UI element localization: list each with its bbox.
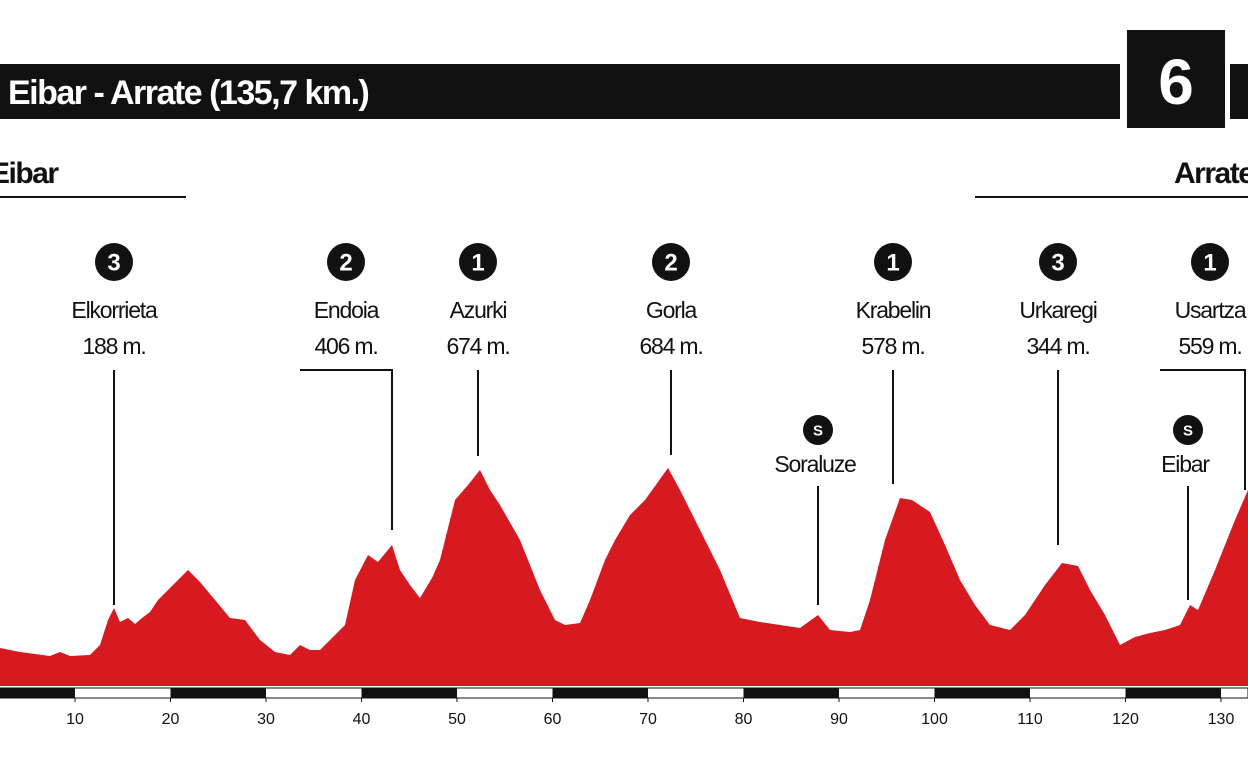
distance-segment xyxy=(934,688,1030,698)
category-badge xyxy=(459,243,497,281)
start-town: Eibar xyxy=(0,157,59,190)
tick-label: 70 xyxy=(639,711,657,728)
climb-altitude: 344 m. xyxy=(1026,333,1089,359)
tick-label: 50 xyxy=(448,711,466,728)
climb-altitude: 684 m. xyxy=(639,333,702,359)
tick-label: 90 xyxy=(830,711,848,728)
tick-label: 80 xyxy=(735,711,753,728)
distance-segment xyxy=(743,688,839,698)
tick-label: 30 xyxy=(257,711,275,728)
sprint-badge xyxy=(803,415,833,445)
climb-altitude: 406 m. xyxy=(314,333,377,359)
category-badge xyxy=(652,243,690,281)
category-number: 1 xyxy=(1203,250,1216,277)
tick-label: 10 xyxy=(66,711,84,728)
elevation-profile xyxy=(0,468,1248,686)
category-badge xyxy=(1039,243,1077,281)
climb-altitude: 578 m. xyxy=(861,333,924,359)
finish-town: Arrate xyxy=(1174,157,1248,190)
category-badge xyxy=(327,243,365,281)
category-badge xyxy=(874,243,912,281)
category-number: 3 xyxy=(1051,250,1064,277)
category-number: 2 xyxy=(664,250,677,277)
distance-segment xyxy=(1125,688,1221,698)
tick-label: 110 xyxy=(1017,711,1043,728)
climb-name: Endoia xyxy=(314,297,380,323)
distance-segment xyxy=(170,688,266,698)
sprint-badge xyxy=(1173,415,1203,445)
sprint-name: Soraluze xyxy=(774,451,856,477)
sprint-symbol: S xyxy=(1183,423,1193,440)
leader-line xyxy=(300,369,393,530)
sprint-symbol: S xyxy=(813,423,823,440)
tick-label: 130 xyxy=(1208,711,1235,728)
sprint-name: Eibar xyxy=(1161,451,1210,477)
stage-title: Eibar - Arrate (135,7 km.) xyxy=(8,74,369,112)
climb-name: Krabelin xyxy=(856,297,931,323)
climb-name: Usartza xyxy=(1175,297,1247,323)
climb-altitude: 559 m. xyxy=(1178,333,1241,359)
climb-name: Azurki xyxy=(450,297,507,323)
tick-label: 60 xyxy=(544,711,562,728)
stage-number: 6 xyxy=(1158,46,1194,118)
category-number: 2 xyxy=(339,250,352,277)
category-badge xyxy=(1191,243,1229,281)
climb-name: Urkaregi xyxy=(1019,297,1096,323)
climb-name: Gorla xyxy=(646,297,698,323)
climb-altitude: 188 m. xyxy=(82,333,145,359)
category-number: 1 xyxy=(471,250,484,277)
distance-segment xyxy=(361,688,457,698)
tick-label: 40 xyxy=(353,711,371,728)
tick-label: 100 xyxy=(921,711,948,728)
category-badge xyxy=(95,243,133,281)
climb-name: Elkorrieta xyxy=(71,297,158,323)
tick-label: 120 xyxy=(1112,711,1139,728)
leader-line xyxy=(1160,369,1246,490)
title-bar xyxy=(0,64,1120,119)
climb-altitude: 674 m. xyxy=(446,333,509,359)
tick-label: 20 xyxy=(162,711,180,728)
distance-segment xyxy=(0,688,75,698)
category-number: 1 xyxy=(886,250,899,277)
stage-box xyxy=(1127,30,1225,128)
category-number: 3 xyxy=(107,250,120,277)
title-bar-end xyxy=(1230,64,1248,119)
distance-segment xyxy=(552,688,648,698)
